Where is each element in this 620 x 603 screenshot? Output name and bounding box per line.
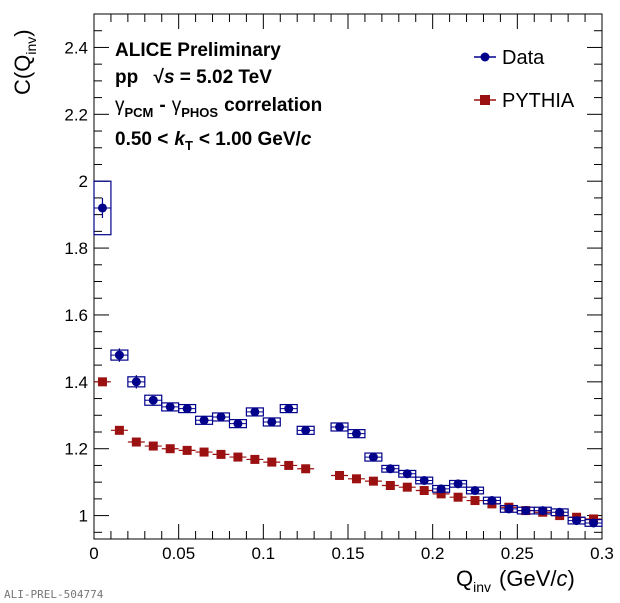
data-point bbox=[385, 464, 395, 474]
pythia-point bbox=[267, 457, 277, 467]
x-axis-title: Qinv (GeV/c) bbox=[456, 566, 575, 595]
data-point bbox=[572, 516, 582, 526]
pythia-point bbox=[114, 425, 124, 435]
x-tick-label: 0.2 bbox=[421, 544, 445, 563]
x-tick-label: 0.1 bbox=[252, 544, 276, 563]
y-tick-label: 2.2 bbox=[64, 105, 88, 124]
y-tick-label: 1.6 bbox=[64, 306, 88, 325]
pythia-point bbox=[419, 486, 429, 496]
data-point bbox=[487, 496, 497, 506]
data-point bbox=[589, 518, 599, 528]
annotation-correlation: γPCM - γPHOS correlation bbox=[115, 95, 322, 120]
axis-ticks bbox=[93, 13, 603, 539]
x-tick-label: 0 bbox=[89, 544, 98, 563]
x-tick-label: 0.25 bbox=[501, 544, 534, 563]
y-tick-label: 1.2 bbox=[64, 440, 88, 459]
pythia-point bbox=[436, 489, 446, 499]
data-point bbox=[504, 504, 514, 514]
annotation-system-label: pp bbox=[115, 67, 138, 88]
preliminary-id: ALI-PREL-504774 bbox=[4, 588, 104, 601]
data-point bbox=[351, 429, 361, 439]
data-point bbox=[402, 469, 412, 479]
pythia-point bbox=[165, 444, 175, 454]
data-point bbox=[335, 422, 345, 432]
data-marks bbox=[93, 180, 603, 528]
legend-data-label: Data bbox=[502, 47, 545, 69]
y-tick-label: 2 bbox=[79, 172, 88, 191]
y-tick-label: 1 bbox=[79, 507, 88, 526]
annotation-experiment: ALICE Preliminary bbox=[115, 40, 281, 61]
data-point bbox=[199, 415, 209, 425]
pythia-point bbox=[453, 492, 463, 502]
y-tick-label: 1.8 bbox=[64, 239, 88, 258]
x-tick-labels: 0 0.05 0.1 0.15 0.2 0.25 0.3 bbox=[89, 544, 614, 563]
pythia-point bbox=[284, 460, 294, 470]
y-tick-label: 1.4 bbox=[64, 373, 88, 392]
x-tick-label: 0.05 bbox=[162, 544, 195, 563]
pythia-point bbox=[97, 377, 107, 387]
y-tick-labels: 1 1.2 1.4 1.6 1.8 2 2.2 2.4 bbox=[64, 38, 88, 525]
pythia-point bbox=[199, 447, 209, 457]
pythia-point bbox=[402, 482, 412, 492]
data-point bbox=[368, 452, 378, 462]
y-axis-title: C(Qinv) bbox=[10, 29, 39, 95]
data-point bbox=[419, 475, 429, 485]
legend-pythia-label: PYTHIA bbox=[502, 90, 575, 112]
data-point bbox=[148, 395, 158, 405]
data-point bbox=[233, 419, 243, 429]
data-point bbox=[165, 402, 175, 412]
data-point bbox=[301, 425, 311, 435]
pythia-point bbox=[250, 454, 260, 464]
legend: Data PYTHIA bbox=[474, 47, 575, 112]
data-point bbox=[521, 506, 531, 516]
pythia-point bbox=[351, 474, 361, 484]
data-point bbox=[114, 350, 124, 360]
data-point bbox=[131, 377, 141, 387]
legend-data-marker bbox=[480, 52, 490, 62]
annotation-system: pp √s = 5.02 TeV bbox=[115, 67, 272, 88]
pythia-point bbox=[216, 449, 226, 459]
data-point bbox=[538, 506, 548, 516]
data-point bbox=[453, 479, 463, 489]
data-point bbox=[250, 407, 260, 417]
data-point bbox=[216, 412, 226, 422]
annotation-energy: = 5.02 TeV bbox=[180, 67, 272, 88]
y-tick-label: 2.4 bbox=[64, 38, 88, 57]
pythia-point bbox=[368, 476, 378, 486]
legend-pythia-marker bbox=[480, 95, 490, 105]
data-point bbox=[267, 417, 277, 427]
data-point bbox=[555, 507, 565, 517]
pythia-point bbox=[148, 441, 158, 451]
pythia-point bbox=[182, 445, 192, 455]
annotation-kt-range: 0.50 < kT < 1.00 GeV/c bbox=[115, 129, 312, 153]
x-tick-label: 0.15 bbox=[331, 544, 364, 563]
pythia-point bbox=[233, 452, 243, 462]
pythia-point bbox=[131, 437, 141, 447]
data-point bbox=[284, 404, 294, 414]
pythia-point bbox=[385, 480, 395, 490]
data-point bbox=[470, 486, 480, 496]
data-point bbox=[436, 484, 446, 494]
data-point bbox=[182, 404, 192, 414]
x-tick-label: 0.3 bbox=[590, 544, 614, 563]
data-point bbox=[97, 203, 107, 213]
pythia-point bbox=[335, 470, 345, 480]
pythia-point bbox=[301, 464, 311, 474]
pythia-point bbox=[470, 496, 480, 506]
